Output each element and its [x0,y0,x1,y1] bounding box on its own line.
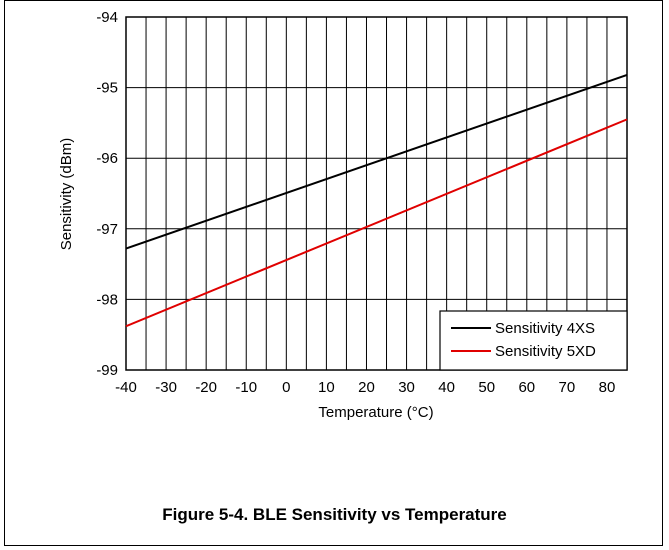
y-tick-labels: -94 -95 -96 -97 -98 -99 [96,9,118,379]
y-tick-label: -94 [96,9,118,26]
x-tick-label: 10 [318,379,335,396]
y-axis-label: Sensitivity (dBm) [58,138,75,251]
plot-area-border [125,16,628,371]
figure-frame [4,0,663,546]
y-tick-label: -98 [96,291,118,308]
x-tick-label: -30 [155,379,177,396]
x-tick-labels: -40 -30 -20 -10 0 10 20 30 40 50 60 70 80 [115,379,615,396]
legend-label-5xd: Sensitivity 5XD [495,343,596,360]
y-tick-label: -97 [96,221,118,238]
x-tick-label: 70 [559,379,576,396]
x-tick-label: 80 [599,379,616,396]
x-axis-label: Temperature (°C) [318,404,433,421]
x-tick-label: -40 [115,379,137,396]
series-lines [125,73,628,328]
x-tick-label: 60 [518,379,535,396]
x-tick-label: -20 [195,379,217,396]
legend: Sensitivity 4XS Sensitivity 5XD [439,310,628,371]
x-tick-label: 20 [358,379,375,396]
x-tick-label: 40 [438,379,455,396]
legend-box [439,310,628,371]
legend-label-4xs: Sensitivity 4XS [495,320,595,337]
y-tick-label: -95 [96,80,118,97]
series-line-4xs [125,73,628,250]
y-tick-label: -96 [96,150,118,167]
x-tick-label: 30 [398,379,415,396]
x-tick-label: 0 [282,379,290,396]
x-tick-label: 50 [478,379,495,396]
x-tick-label: -10 [235,379,257,396]
y-tick-label: -99 [96,362,118,379]
series-line-5xd [125,118,628,328]
figure-caption: Figure 5-4. BLE Sensitivity vs Temperatu… [162,505,507,524]
grid [126,17,627,370]
